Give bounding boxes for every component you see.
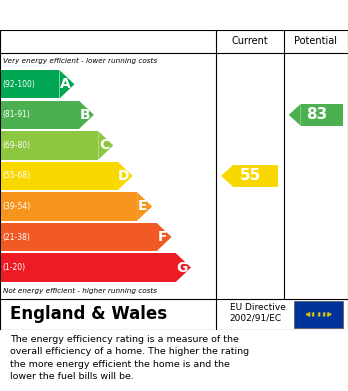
Text: B: B — [79, 108, 90, 122]
Bar — [1, 70, 60, 99]
Text: ★: ★ — [311, 313, 315, 318]
Bar — [1, 253, 176, 282]
Text: (21-38): (21-38) — [3, 233, 31, 242]
Bar — [1, 223, 157, 251]
Text: (69-80): (69-80) — [3, 141, 31, 150]
Bar — [301, 104, 343, 126]
Text: ★: ★ — [316, 313, 321, 318]
Polygon shape — [79, 100, 94, 129]
Bar — [294, 301, 343, 328]
Bar — [233, 165, 278, 187]
Text: 55: 55 — [240, 169, 261, 183]
Bar — [1, 162, 118, 190]
Polygon shape — [221, 165, 233, 187]
Polygon shape — [118, 162, 133, 190]
Text: A: A — [60, 77, 71, 91]
Polygon shape — [137, 192, 152, 221]
Text: (55-68): (55-68) — [3, 171, 31, 180]
Text: EU Directive
2002/91/EC: EU Directive 2002/91/EC — [230, 303, 286, 323]
Text: ★: ★ — [322, 311, 326, 316]
Text: Very energy efficient - lower running costs: Very energy efficient - lower running co… — [3, 58, 158, 64]
Polygon shape — [176, 253, 191, 282]
Text: ★: ★ — [311, 311, 315, 316]
Text: ★: ★ — [307, 311, 311, 316]
Text: D: D — [118, 169, 129, 183]
Text: Energy Efficiency Rating: Energy Efficiency Rating — [10, 7, 213, 23]
Text: Current: Current — [231, 36, 268, 47]
Text: ★: ★ — [326, 311, 330, 316]
Text: ★: ★ — [305, 312, 309, 317]
Text: Potential: Potential — [294, 36, 337, 47]
Text: (81-91): (81-91) — [3, 110, 31, 119]
Text: (92-100): (92-100) — [3, 80, 35, 89]
Text: ★: ★ — [322, 313, 326, 318]
Text: (1-20): (1-20) — [3, 263, 26, 272]
Polygon shape — [98, 131, 113, 160]
Bar — [1, 131, 98, 160]
Text: England & Wales: England & Wales — [10, 305, 168, 323]
Bar — [1, 192, 137, 221]
Bar — [1, 100, 79, 129]
Text: 83: 83 — [306, 108, 327, 122]
Text: E: E — [138, 199, 148, 213]
Text: G: G — [176, 260, 188, 274]
Polygon shape — [60, 70, 74, 99]
Text: Not energy efficient - higher running costs: Not energy efficient - higher running co… — [3, 288, 158, 294]
Text: The energy efficiency rating is a measure of the
overall efficiency of a home. T: The energy efficiency rating is a measur… — [10, 335, 250, 381]
Text: C: C — [99, 138, 109, 152]
Text: ★: ★ — [326, 313, 330, 317]
Text: ★: ★ — [307, 313, 311, 317]
Text: (39-54): (39-54) — [3, 202, 31, 211]
Text: ★: ★ — [327, 312, 332, 317]
Polygon shape — [289, 104, 301, 126]
Text: F: F — [158, 230, 167, 244]
Text: ★: ★ — [316, 311, 321, 316]
Polygon shape — [157, 223, 172, 251]
